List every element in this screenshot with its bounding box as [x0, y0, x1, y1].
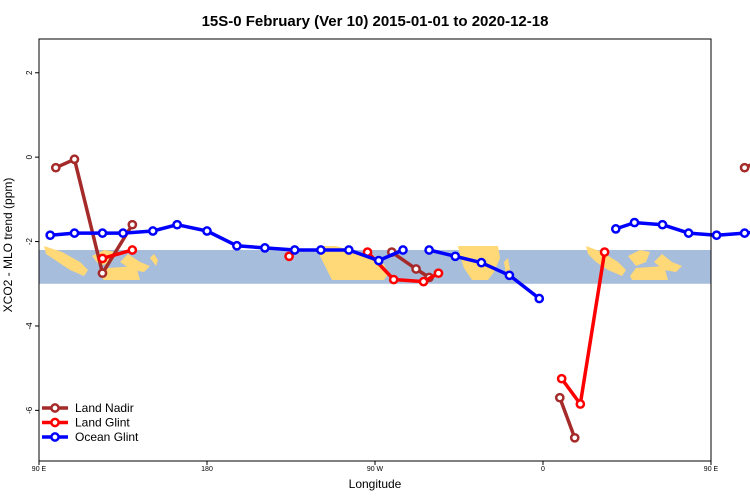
data-point	[450, 251, 461, 262]
chart-title: 15S-0 February (Ver 10) 2015-01-01 to 20…	[202, 13, 549, 30]
legend-item: Land Glint	[42, 416, 130, 430]
data-point	[97, 228, 108, 238]
x-tick-label: 90 E	[32, 466, 47, 473]
data-point	[657, 219, 668, 230]
legend-label: Land Nadir	[75, 401, 134, 415]
data-point	[398, 245, 408, 255]
data-point	[344, 245, 354, 255]
series-layer	[45, 154, 750, 443]
data-point	[373, 255, 384, 266]
y-tick-label: 0	[25, 154, 34, 159]
data-point	[476, 257, 487, 268]
data-point	[433, 268, 444, 279]
legend-marker	[50, 417, 60, 428]
data-point	[45, 230, 56, 241]
data-point	[232, 240, 242, 251]
land-mass	[504, 258, 510, 274]
data-point	[569, 432, 580, 443]
data-point	[683, 228, 694, 238]
data-point	[118, 228, 128, 238]
data-point	[411, 264, 421, 274]
land-mass	[630, 266, 668, 280]
land-ocean-band	[39, 246, 711, 284]
data-point	[127, 245, 138, 255]
series-line	[102, 248, 133, 261]
data-point	[554, 392, 565, 403]
data-point	[610, 224, 621, 234]
legend-label: Land Glint	[75, 416, 130, 430]
data-point	[316, 245, 326, 255]
land-mass	[100, 266, 140, 280]
data-point	[388, 274, 399, 285]
data-point	[424, 245, 434, 255]
data-point	[127, 219, 138, 230]
series-land-nadir	[50, 154, 750, 443]
legend-item: Ocean Glint	[42, 430, 139, 444]
series-line	[55, 157, 134, 275]
y-axis: 2 0 -2 -4 -6	[25, 70, 39, 414]
x-tick-label: 0	[541, 466, 545, 473]
data-point	[50, 162, 61, 173]
data-point	[739, 228, 750, 238]
data-point	[504, 270, 515, 281]
data-point	[575, 399, 586, 409]
data-point	[534, 293, 545, 304]
y-tick-label: -4	[25, 322, 34, 330]
land-mass	[44, 246, 88, 276]
data-point	[172, 219, 182, 230]
land-mass	[150, 254, 158, 266]
x-tick-label: 180	[201, 466, 213, 473]
data-point	[599, 247, 610, 257]
series-line	[366, 250, 440, 284]
y-tick-label: -6	[25, 406, 34, 414]
data-point	[284, 251, 294, 262]
x-axis-title: Longitude	[349, 477, 402, 491]
data-point	[629, 217, 640, 228]
series-line	[743, 163, 750, 170]
data-point	[711, 230, 722, 241]
y-tick-label: 2	[25, 70, 34, 75]
land-mass	[318, 246, 388, 280]
land-mass	[586, 246, 626, 276]
x-axis: 90 E 180 90 W 0 90 E	[32, 461, 719, 473]
data-point	[97, 253, 108, 264]
data-point	[418, 276, 429, 287]
data-point	[260, 243, 270, 253]
legend-item: Land Nadir	[42, 401, 134, 415]
series-land-glint	[97, 245, 610, 409]
x-tick-label: 90 E	[704, 466, 719, 473]
y-axis-title: XCO2 - MLO trend (ppm)	[1, 178, 15, 313]
series-line	[558, 397, 577, 439]
legend-label: Ocean Glint	[75, 430, 139, 444]
data-point	[739, 162, 750, 173]
data-point	[97, 268, 108, 279]
land-mass	[120, 254, 150, 272]
land-mass	[628, 250, 650, 266]
data-point	[556, 373, 567, 384]
legend-marker	[50, 403, 60, 413]
data-point	[148, 226, 158, 236]
series-ocean-glint	[45, 217, 750, 304]
series-line	[615, 220, 750, 237]
y-tick-label: -2	[25, 237, 34, 245]
legend-marker	[50, 432, 60, 442]
data-point	[289, 245, 300, 255]
data-point	[69, 154, 80, 165]
data-point	[202, 226, 212, 236]
x-tick-label: 90 W	[367, 466, 384, 473]
data-point	[69, 228, 80, 238]
